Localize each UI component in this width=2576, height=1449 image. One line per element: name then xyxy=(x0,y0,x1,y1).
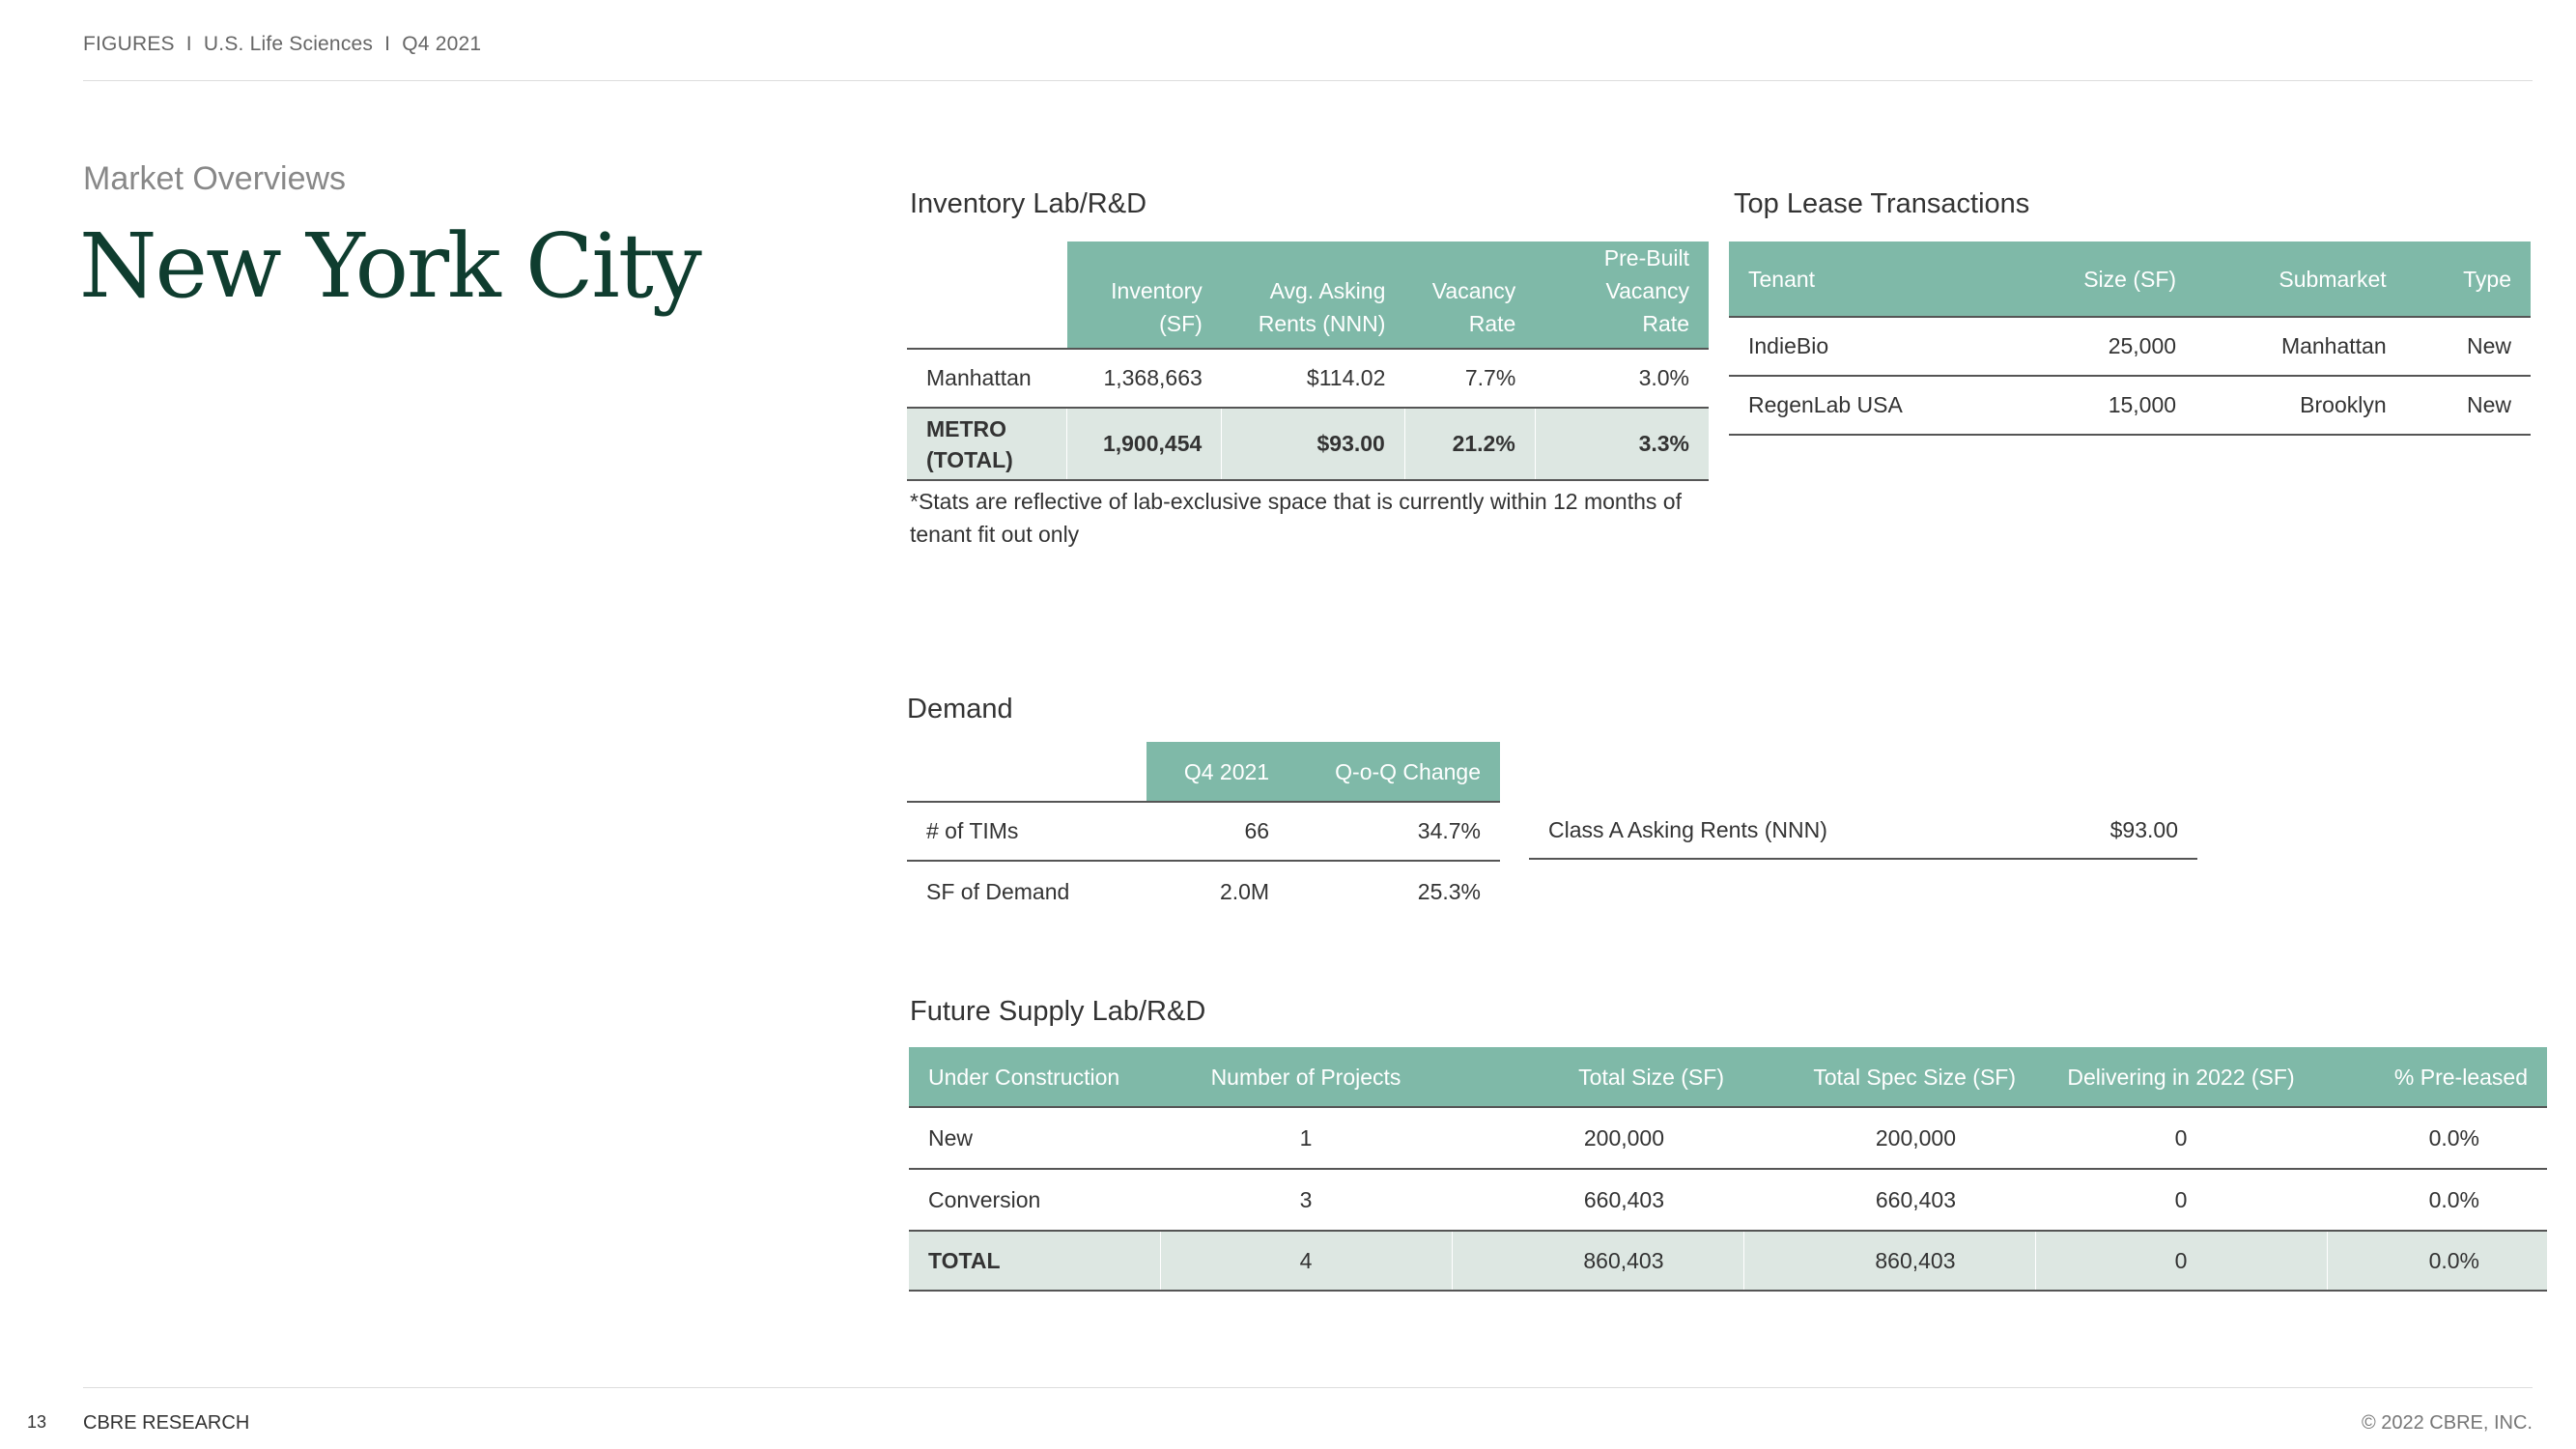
cell: SF of Demand xyxy=(926,878,1070,904)
col-header: Size (SF) xyxy=(2006,242,2196,317)
cell: 0 xyxy=(2034,1231,2327,1292)
cell: 34.7% xyxy=(1288,802,1500,862)
demand-table: Q4 2021 Q-o-Q Change # of TIMs 66 34.7% … xyxy=(907,742,1500,922)
cell: New xyxy=(2405,376,2531,436)
cell: 3 xyxy=(1160,1169,1452,1232)
cell: 7.7% xyxy=(1404,349,1536,409)
col-header: Total Size (SF) xyxy=(1452,1047,1743,1107)
cell: 0.0% xyxy=(2326,1231,2547,1292)
col-header: Q4 2021 xyxy=(1146,742,1289,802)
col-header: Pre-Built Vacancy Rate xyxy=(1535,242,1709,349)
table-row: IndieBio 25,000 Manhattan New xyxy=(1729,317,2531,377)
class-a-value: $93.00 xyxy=(2109,816,2178,842)
table-row: Conversion 3 660,403 660,403 0 0.0% xyxy=(909,1169,2547,1232)
cell: 0 xyxy=(2035,1107,2327,1170)
cell: 200,000 xyxy=(1452,1107,1743,1170)
col-header: Under Construction xyxy=(909,1047,1160,1107)
cell: 1,900,454 xyxy=(1066,408,1222,481)
header-divider xyxy=(83,80,2533,81)
cell: 3.3% xyxy=(1534,408,1709,481)
table-row: RegenLab USA 15,000 Brooklyn New xyxy=(1729,376,2531,436)
cell: TOTAL xyxy=(909,1231,1160,1292)
col-header: % Pre-leased xyxy=(2327,1047,2547,1107)
future-title: Future Supply Lab/R&D xyxy=(910,996,1206,1027)
col-header: Vacancy Rate xyxy=(1404,242,1536,349)
col-header xyxy=(907,242,1067,349)
demand-title: Demand xyxy=(907,694,1013,724)
table-row: Manhattan 1,368,663 $114.02 7.7% 3.0% xyxy=(907,349,1709,409)
cell: IndieBio xyxy=(1729,317,2007,377)
cell: 0.0% xyxy=(2327,1169,2547,1232)
cell: Brooklyn xyxy=(2195,376,2406,436)
cell: 4 xyxy=(1159,1231,1452,1292)
total-row: TOTAL 4 860,403 860,403 0 0.0% xyxy=(909,1231,2547,1292)
table-row: New 1 200,000 200,000 0 0.0% xyxy=(909,1107,2547,1170)
col-header: Avg. Asking Rents (NNN) xyxy=(1221,242,1405,349)
cell: 660,403 xyxy=(1452,1169,1743,1232)
cell: 0.0% xyxy=(2327,1107,2547,1170)
leases-table: Tenant Size (SF) Submarket Type IndieBio… xyxy=(1729,242,2531,436)
table-row: SF of Demand 2.0M 25.3% xyxy=(907,861,1500,922)
cell: 1,368,663 xyxy=(1066,349,1222,409)
col-header: Total Spec Size (SF) xyxy=(1743,1047,2035,1107)
class-a-rents: Class A Asking Rents (NNN) $93.00 xyxy=(1529,802,2197,860)
header-breadcrumb: FIGURES I U.S. Life Sciences I Q4 2021 xyxy=(83,33,482,55)
inventory-title: Inventory Lab/R&D xyxy=(910,188,1147,219)
col-header: Type xyxy=(2405,242,2531,317)
cell: 25,000 xyxy=(2006,317,2196,377)
page-title: New York City xyxy=(79,214,702,318)
cell: 3.0% xyxy=(1535,349,1709,409)
cell: # of TIMs xyxy=(907,802,1146,862)
col-header: Q-o-Q Change xyxy=(1288,742,1500,802)
cell: 25.3% xyxy=(1417,878,1481,904)
footer-brand: CBRE RESEARCH xyxy=(83,1412,250,1434)
cell: Manhattan xyxy=(2195,317,2406,377)
col-header: Tenant xyxy=(1729,242,2007,317)
cell: 200,000 xyxy=(1743,1107,2035,1170)
total-row: METRO (TOTAL) 1,900,454 $93.00 21.2% 3.3… xyxy=(907,408,1709,481)
inventory-table: Inventory (SF) Avg. Asking Rents (NNN) V… xyxy=(907,242,1709,481)
class-a-label: Class A Asking Rents (NNN) xyxy=(1548,816,1827,842)
cell: 2.0M xyxy=(1219,878,1270,904)
cell: 660,403 xyxy=(1743,1169,2035,1232)
cell: 66 xyxy=(1146,802,1289,862)
cell: 1 xyxy=(1160,1107,1452,1170)
col-header xyxy=(907,742,1146,802)
cell: $93.00 xyxy=(1221,408,1405,481)
cell: New xyxy=(2405,317,2531,377)
leases-title: Top Lease Transactions xyxy=(1734,188,2030,219)
page-number: 13 xyxy=(27,1412,47,1432)
col-header: Delivering in 2022 (SF) xyxy=(2035,1047,2327,1107)
footer-copyright: © 2022 CBRE, INC. xyxy=(2361,1412,2533,1434)
table-row: # of TIMs 66 34.7% xyxy=(907,802,1500,862)
col-header: Submarket xyxy=(2195,242,2406,317)
cell: RegenLab USA xyxy=(1729,376,2007,436)
cell: $114.02 xyxy=(1221,349,1405,409)
future-table: Under Construction Number of Projects To… xyxy=(909,1047,2547,1292)
section-label: Market Overviews xyxy=(83,160,347,197)
cell: New xyxy=(909,1107,1160,1170)
col-header: Number of Projects xyxy=(1160,1047,1452,1107)
cell: 0 xyxy=(2035,1169,2327,1232)
cell: Manhattan xyxy=(907,349,1067,409)
cell: METRO (TOTAL) xyxy=(907,408,1067,481)
cell: 21.2% xyxy=(1403,408,1536,481)
footer-divider xyxy=(83,1387,2533,1388)
inventory-footnote: *Stats are reflective of lab-exclusive s… xyxy=(910,489,1682,547)
cell: 15,000 xyxy=(2006,376,2196,436)
col-header: Inventory (SF) xyxy=(1066,242,1222,349)
cell: Conversion xyxy=(909,1169,1160,1232)
cell: 860,403 xyxy=(1451,1231,1743,1292)
cell: 860,403 xyxy=(1742,1231,2035,1292)
